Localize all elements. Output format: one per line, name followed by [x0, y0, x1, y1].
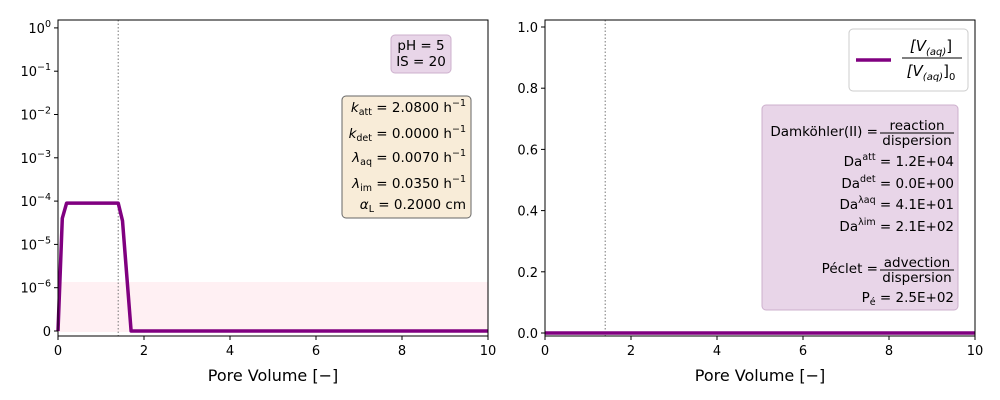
y-tick-label: 0.2 — [517, 266, 538, 281]
parameter-box: katt = 2.0800 h−1 kdet = 0.0000 h−1 λaq … — [341, 95, 472, 219]
y-tick-label: 10−4 — [20, 192, 51, 210]
x-tick-label: 4 — [226, 344, 234, 359]
is-text: IS = 20 — [396, 54, 446, 70]
legend: [V(aq)] [V(aq)]0 — [848, 28, 969, 92]
damkohler-denominator: dispersion — [882, 133, 951, 149]
x-tick-label: 2 — [627, 344, 635, 359]
x-axis-title: Pore Volume [−] — [208, 366, 339, 385]
y-tick-label: 0 — [43, 325, 51, 340]
right-chart: 0 2 4 6 8 10 0.0 0.2 0.4 0.6 0.8 1.0 Pore Volume [… — [517, 19, 983, 385]
x-tick-label: 2 — [140, 344, 148, 359]
left-chart: 0 2 4 6 8 10 0 10−6 10−5 10−4 10−3 10−2 10−1 100 Por… — [20, 19, 496, 385]
dimensionless-numbers-box: Damköhler(II) = reaction dispersion Daat… — [761, 104, 959, 311]
damkohler-numerator: reaction — [889, 118, 944, 134]
param-lambda-im: λim = 0.0350 h−1 — [351, 174, 466, 194]
legend-denominator: [V(aq)]0 — [907, 62, 956, 83]
param-k-det: kdet = 0.0000 h−1 — [349, 124, 466, 144]
legend-numerator: [V(aq)] — [910, 37, 952, 58]
y-tick-label: 10−6 — [20, 279, 51, 297]
peclet-numerator: advection — [884, 255, 950, 271]
da-lambda-im: Daλim = 2.1E+02 — [839, 217, 954, 235]
x-axis-title: Pore Volume [−] — [695, 366, 826, 385]
x-tick-label: 10 — [480, 344, 497, 359]
da-det: Dadet = 0.0E+00 — [841, 174, 954, 192]
y-tick-label: 100 — [28, 19, 51, 37]
series-line — [56, 201, 488, 333]
y-axis-ticks: 0.0 0.2 0.4 0.6 0.8 1.0 — [517, 21, 545, 342]
x-tick-label: 6 — [799, 344, 807, 359]
y-tick-label: 10−3 — [20, 149, 51, 167]
x-tick-label: 6 — [312, 344, 320, 359]
da-att: Daatt = 1.2E+04 — [844, 152, 954, 170]
y-tick-label: 0.6 — [517, 143, 538, 158]
shaded-band — [58, 282, 488, 332]
ph-text: pH = 5 — [397, 38, 444, 54]
x-tick-label: 8 — [398, 344, 406, 359]
y-tick-label: 1.0 — [517, 21, 538, 36]
param-alpha-l: αL = 0.2000 cm — [360, 197, 466, 215]
da-lambda-aq: Daλaq = 4.1E+01 — [839, 195, 954, 213]
peclet-denominator: dispersion — [882, 270, 951, 286]
y-tick-label: 0.0 — [517, 327, 538, 342]
peclet-label: Péclet = — [822, 261, 878, 277]
x-tick-label: 0 — [541, 344, 549, 359]
x-tick-label: 10 — [967, 344, 984, 359]
y-tick-label: 10−1 — [20, 62, 51, 80]
damkohler-label: Damköhler(II) = — [770, 124, 878, 140]
x-axis-ticks: 0 2 4 6 8 10 — [54, 336, 496, 359]
x-tick-label: 4 — [713, 344, 721, 359]
peclet-value: Pé = 2.5E+02 — [862, 290, 954, 308]
y-tick-label: 0.4 — [517, 205, 538, 220]
y-axis-ticks: 0 10−6 10−5 10−4 10−3 10−2 10−1 100 — [20, 19, 58, 340]
param-lambda-aq: λaq = 0.0070 h−1 — [351, 148, 466, 168]
y-tick-label: 0.8 — [517, 82, 538, 97]
y-tick-label: 10−5 — [20, 235, 51, 253]
x-axis-ticks: 0 2 4 6 8 10 — [541, 336, 983, 359]
ph-is-box: pH = 5 IS = 20 — [390, 34, 452, 74]
x-tick-label: 0 — [54, 344, 62, 359]
y-tick-label: 10−2 — [20, 106, 51, 124]
plot-frame — [544, 19, 976, 337]
param-k-att: katt = 2.0800 h−1 — [351, 98, 466, 118]
x-tick-label: 8 — [885, 344, 893, 359]
plot-frame — [57, 19, 489, 337]
